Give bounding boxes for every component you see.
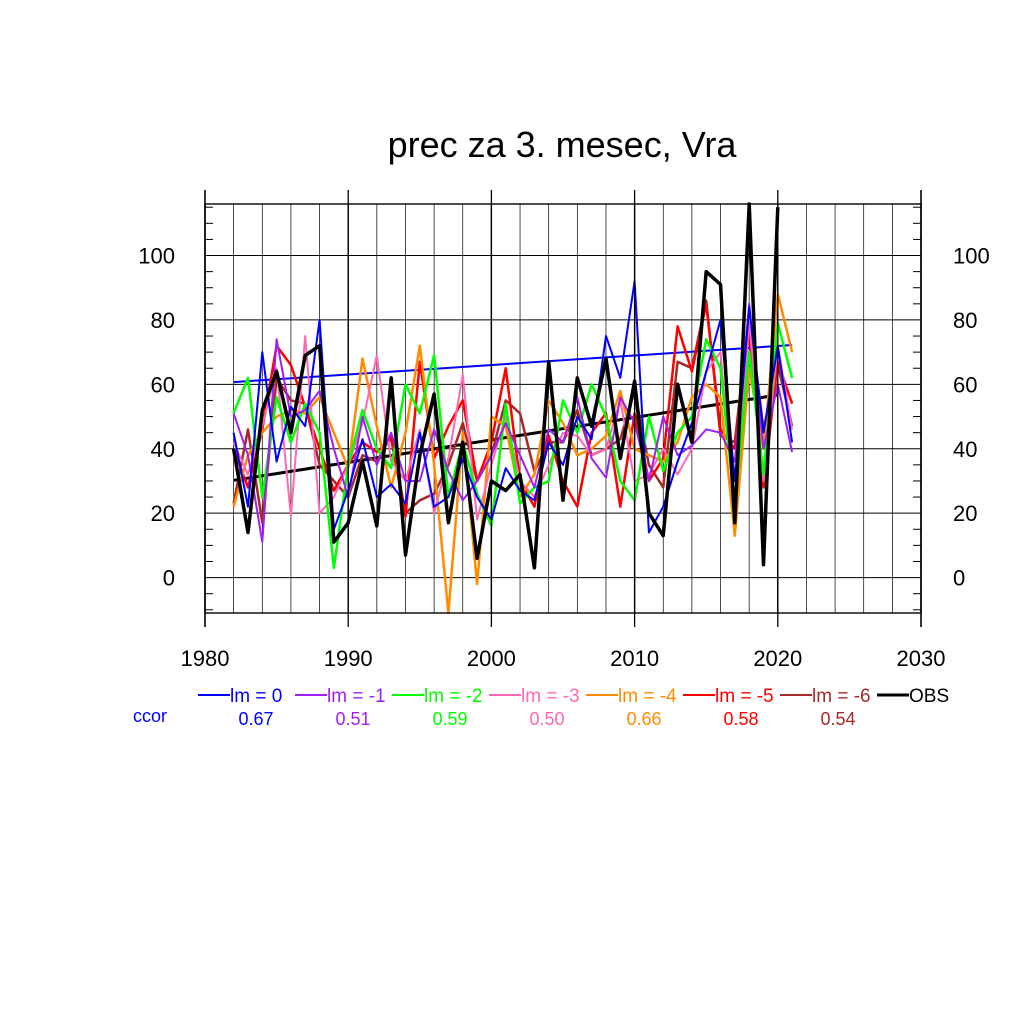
- plot-border: [204, 203, 922, 614]
- x-tick-label: 1980: [181, 646, 230, 671]
- ccor-value: 0.54: [820, 709, 855, 729]
- y-tick-label-left: 80: [151, 308, 175, 333]
- ccor-value: 0.51: [335, 709, 370, 729]
- chart-title: prec za 3. mesec, Vra: [388, 124, 738, 165]
- y-tick-label-right: 0: [953, 566, 965, 591]
- x-tick-label: 2020: [753, 646, 802, 671]
- y-tick-label-left: 20: [151, 501, 175, 526]
- legend-label: lm = 0: [230, 686, 282, 707]
- ccor-value: 0.59: [432, 709, 467, 729]
- y-tick-label-left: 0: [163, 566, 175, 591]
- legend-label: lm = -4: [618, 686, 677, 707]
- y-tick-label-right: 40: [953, 437, 977, 462]
- legend-label: lm = -6: [812, 686, 871, 707]
- y-tick-label-right: 80: [953, 308, 977, 333]
- ccor-value: 0.66: [626, 709, 661, 729]
- grid: [205, 204, 921, 613]
- series-lines: [231, 202, 794, 615]
- x-tick-label: 2010: [610, 646, 659, 671]
- legend-label: lm = -1: [327, 686, 386, 707]
- legend-label: lm = -2: [424, 686, 483, 707]
- y-tick-label-left: 60: [151, 372, 175, 397]
- y-tick-label-right: 60: [953, 372, 977, 397]
- ccor-value: 0.58: [723, 709, 758, 729]
- ccor-label: ccor: [133, 706, 167, 726]
- legend-label: OBS: [909, 686, 949, 707]
- series-line-obs: [231, 202, 780, 570]
- x-tick-label: 2030: [897, 646, 946, 671]
- ccor-value: 0.67: [238, 709, 273, 729]
- y-tick-label-right: 20: [953, 501, 977, 526]
- y-tick-label-left: 100: [138, 244, 175, 269]
- legend-label: lm = -5: [715, 686, 774, 707]
- y-tick-label-right: 100: [953, 244, 990, 269]
- legend-label: lm = -3: [521, 686, 580, 707]
- series-line-lm2: [232, 321, 794, 570]
- ccor-value: 0.50: [529, 709, 564, 729]
- y-tick-label-left: 40: [151, 437, 175, 462]
- x-tick-label: 1990: [324, 646, 373, 671]
- x-tick-label: 2000: [467, 646, 516, 671]
